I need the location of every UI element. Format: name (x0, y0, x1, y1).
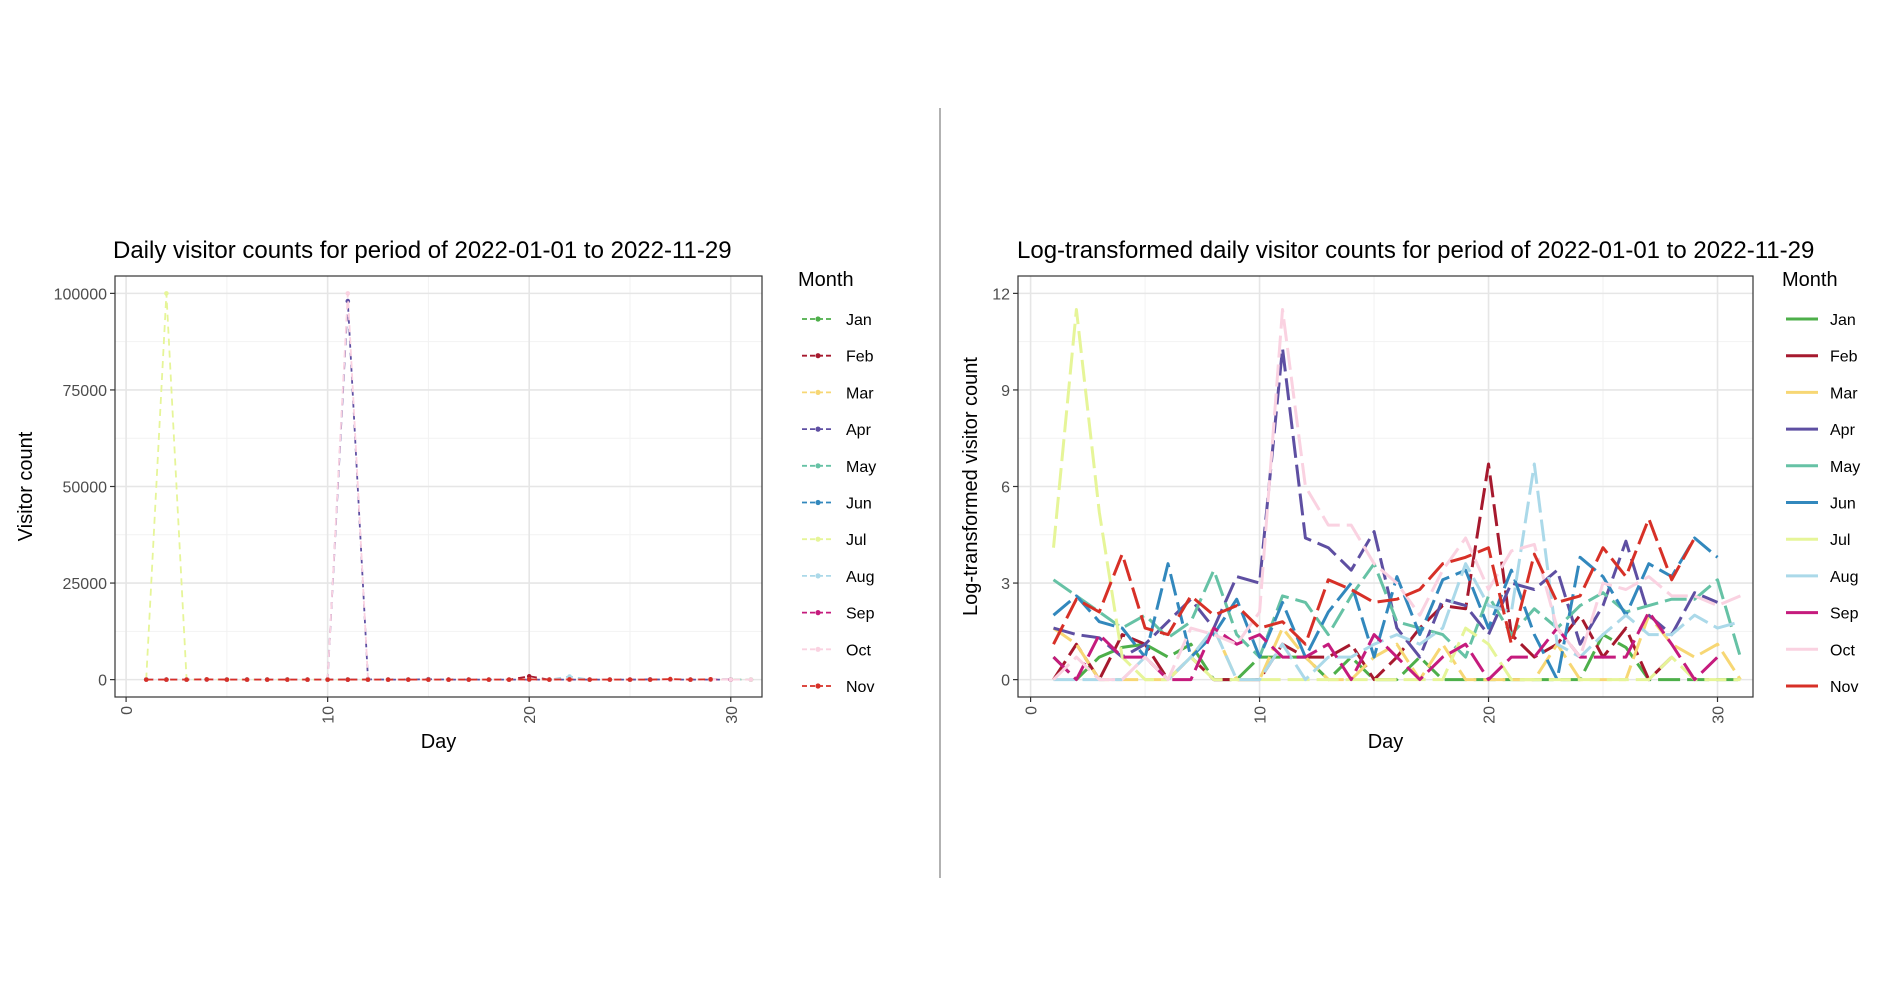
data-point-nov (487, 677, 492, 682)
y-axis-label: Log-transformed visitor count (960, 357, 982, 616)
legend-item-label: Feb (846, 349, 874, 366)
x-tick-label: 0 (119, 706, 136, 715)
legend-item-label: Mar (1830, 385, 1858, 402)
y-tick-label: 9 (1001, 383, 1010, 400)
legend-item-label: Apr (1830, 422, 1856, 439)
x-axis-label: Day (1368, 731, 1404, 753)
legend-item-label: Jul (1830, 532, 1850, 549)
data-point-nov (305, 677, 310, 682)
legend-item-label: Sep (846, 606, 875, 623)
legend-key-point (815, 647, 820, 652)
legend-key-point (815, 316, 820, 321)
legend-key-point (815, 610, 820, 615)
data-point-nov (144, 677, 149, 682)
y-tick-label: 3 (1001, 576, 1010, 593)
x-axis-label: Day (421, 731, 457, 753)
y-tick-label: 25000 (63, 576, 108, 593)
y-tick-label: 12 (992, 286, 1010, 303)
y-tick-label: 50000 (63, 480, 108, 497)
legend-item-label: Jan (1830, 312, 1856, 329)
data-point-nov (587, 677, 592, 682)
data-point-nov (366, 677, 371, 682)
data-point-nov (547, 677, 552, 682)
x-tick-label: 10 (1253, 706, 1270, 724)
data-point-nov (507, 677, 512, 682)
data-point-nov (204, 677, 209, 682)
chart-log-visitor-counts: Log-transformed daily visitor counts for… (960, 237, 1860, 753)
legend-item-label: Apr (846, 422, 872, 439)
y-tick-label: 75000 (63, 383, 108, 400)
data-point-nov (164, 677, 169, 682)
legend-key-point (815, 463, 820, 468)
legend-title: Month (1782, 269, 1838, 291)
legend: Month Jan Feb Mar Apr May Jun Jul Aug Sep Oct Nov (798, 269, 876, 696)
legend-key-point (815, 683, 820, 688)
data-point-jul (164, 291, 169, 296)
data-point-nov (345, 677, 350, 682)
legend-item-label: Mar (846, 385, 874, 402)
legend-item-label: Nov (846, 679, 874, 696)
legend-key-point (815, 353, 820, 358)
data-point-nov (265, 677, 270, 682)
legend-title: Month (798, 269, 854, 291)
data-point-nov (245, 677, 250, 682)
data-point-nov (527, 677, 532, 682)
legend-key-point (815, 537, 820, 542)
legend-item-label: Jul (846, 532, 866, 549)
data-point-nov (285, 677, 290, 682)
data-point-nov (386, 677, 391, 682)
y-tick-label: 0 (1001, 673, 1010, 690)
data-point-nov (426, 677, 431, 682)
data-point-nov (628, 677, 633, 682)
data-point-nov (184, 677, 189, 682)
legend-item-label: Sep (1830, 606, 1859, 623)
data-point-nov (608, 677, 613, 682)
data-point-nov (325, 677, 330, 682)
x-tick-label: 0 (1024, 706, 1041, 715)
data-point-oct (728, 677, 733, 682)
x-tick-label: 20 (1482, 706, 1499, 724)
data-point-nov (668, 677, 673, 682)
legend-item-label: Oct (846, 642, 871, 659)
data-point-nov (648, 677, 653, 682)
legend-item-label: Feb (1830, 349, 1858, 366)
legend-item-label: May (846, 459, 876, 476)
legend-item-label: Oct (1830, 642, 1855, 659)
chart-daily-visitor-counts: Daily visitor counts for period of 2022-… (15, 237, 876, 753)
data-point-nov (708, 677, 713, 682)
data-point-nov (466, 677, 471, 682)
data-point-nov (225, 677, 230, 682)
data-point-nov (446, 677, 451, 682)
x-tick-label: 30 (1711, 706, 1728, 724)
data-point-oct (749, 677, 754, 682)
x-tick-label: 30 (724, 706, 741, 724)
legend: Month Jan Feb Mar Apr May Jun Jul Aug Sep Oct Nov (1782, 269, 1860, 696)
legend-key-point (815, 427, 820, 432)
y-axis-label: Visitor count (15, 431, 37, 541)
legend-item-label: Jun (846, 496, 872, 513)
data-point-nov (567, 677, 572, 682)
x-tick-label: 10 (321, 706, 338, 724)
y-tick-label: 100000 (54, 286, 107, 303)
data-point-oct (345, 291, 350, 296)
legend-item-label: Jun (1830, 496, 1856, 513)
chart-title: Log-transformed daily visitor counts for… (1017, 237, 1814, 264)
legend-item-label: Aug (846, 569, 874, 586)
y-tick-label: 0 (98, 673, 107, 690)
legend-key-point (815, 573, 820, 578)
legend-item-label: Nov (1830, 679, 1858, 696)
chart-title: Daily visitor counts for period of 2022-… (113, 237, 732, 264)
data-point-nov (688, 677, 693, 682)
legend-key-point (815, 390, 820, 395)
data-point-nov (406, 677, 411, 682)
legend-item-label: May (1830, 459, 1860, 476)
x-tick-label: 20 (522, 706, 539, 724)
y-tick-label: 6 (1001, 480, 1010, 497)
legend-item-label: Aug (1830, 569, 1858, 586)
legend-key-point (815, 500, 820, 505)
legend-item-label: Jan (846, 312, 872, 329)
